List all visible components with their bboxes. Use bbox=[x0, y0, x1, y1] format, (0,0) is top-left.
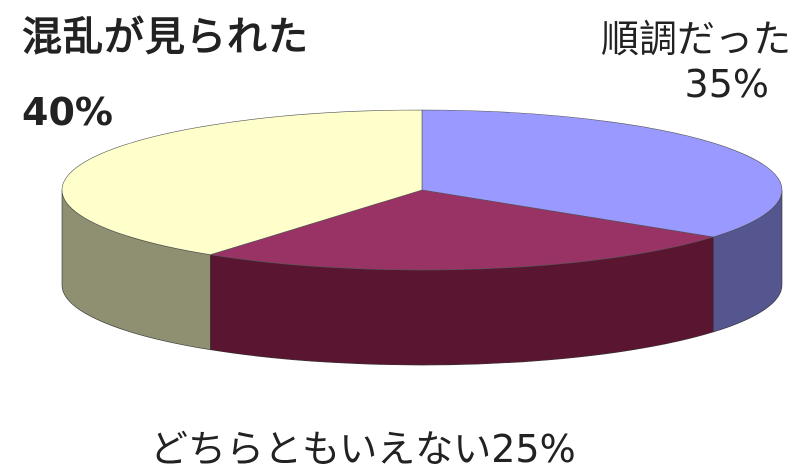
slice-label-confused: 混乱が見られた bbox=[22, 14, 309, 60]
slice-value-smooth: 35% bbox=[684, 62, 769, 106]
pie-slice-confused bbox=[61, 109, 423, 256]
slice-label-neutral: どちらともいえない25% bbox=[150, 427, 576, 471]
slice-value-confused: 40% bbox=[22, 90, 113, 134]
pie-slice-neutral bbox=[210, 189, 714, 271]
slice-label-smooth: 順調だった bbox=[600, 17, 791, 61]
pie-slice-smooth bbox=[421, 109, 783, 238]
